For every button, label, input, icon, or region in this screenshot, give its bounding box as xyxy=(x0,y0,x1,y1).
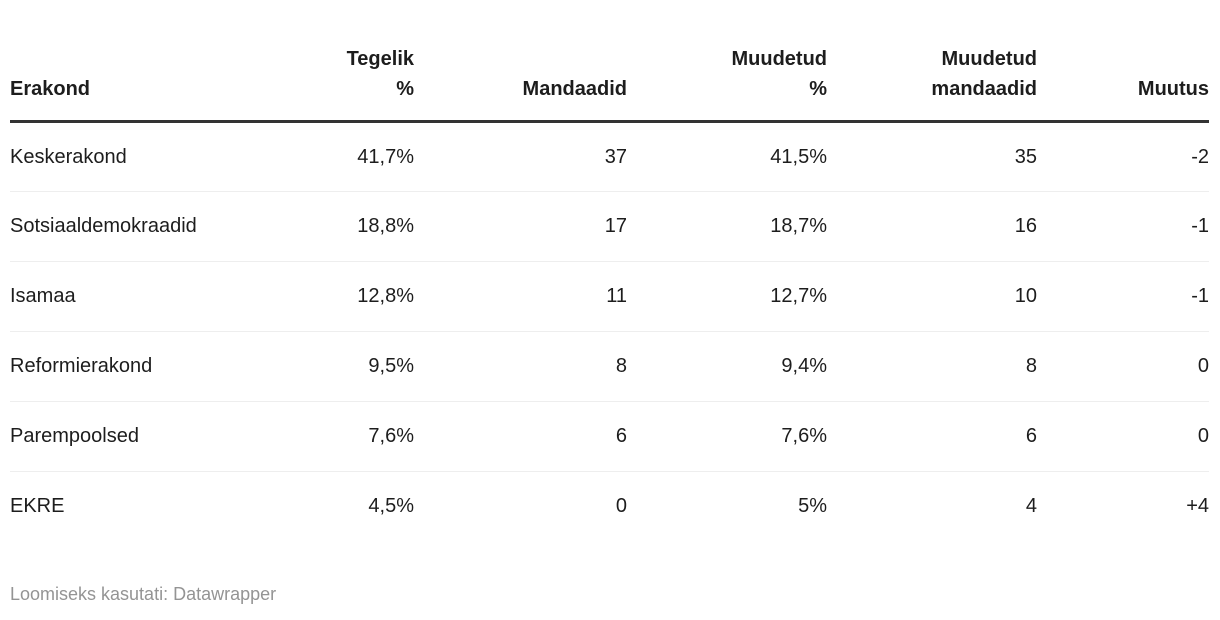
cell-mandates: 0 xyxy=(615,495,627,518)
column-header-mandaadid: Mandaadid xyxy=(522,78,627,100)
cell-changed-mandates: 8 xyxy=(1025,355,1037,377)
cell-party: Isamaa xyxy=(10,285,76,307)
cell-mandates: 6 xyxy=(615,425,627,447)
cell-change: -1 xyxy=(1191,285,1209,307)
attribution-text: Loomiseks kasutati: Datawrapper xyxy=(10,583,277,604)
table-row: Isamaa 12,8% 11 12,7% 10 -1 xyxy=(10,262,1209,332)
cell-party: Parempoolsed xyxy=(10,425,139,447)
cell-party: Sotsiaaldemokraadid xyxy=(10,215,197,237)
cell-changed-mandates: 16 xyxy=(1014,215,1037,237)
cell-actual-percent: 9,5% xyxy=(368,355,414,377)
cell-actual-percent: 7,6% xyxy=(368,425,414,447)
cell-changed-percent: 9,4% xyxy=(781,355,827,377)
cell-changed-mandates: 10 xyxy=(1014,285,1037,307)
cell-actual-percent: 18,8% xyxy=(357,215,414,237)
table-row: Reformierakond 9,5% 8 9,4% 8 0 xyxy=(10,332,1209,402)
cell-change: +4 xyxy=(1186,495,1209,518)
column-header-muudetud-mandaadid: Muudetud mandaadid xyxy=(931,48,1037,100)
cell-changed-percent: 12,7% xyxy=(770,285,827,307)
cell-mandates: 37 xyxy=(604,145,627,168)
cell-changed-percent: 5% xyxy=(798,495,827,518)
cell-change: -1 xyxy=(1191,215,1209,237)
table-body: Keskerakond 41,7% 37 41,5% 35 -2 Sotsiaa… xyxy=(10,122,1209,542)
cell-change: 0 xyxy=(1197,355,1209,377)
column-header-muutus: Muutus xyxy=(1137,78,1209,100)
cell-party: EKRE xyxy=(10,495,65,518)
table-header: Erakond Tegelik % Mandaadid Muudetud % M… xyxy=(10,44,1209,122)
cell-party: Reformierakond xyxy=(10,355,153,377)
table-row: EKRE 4,5% 0 5% 4 +4 xyxy=(10,472,1209,542)
cell-mandates: 8 xyxy=(615,355,627,377)
cell-mandates: 11 xyxy=(606,285,627,307)
table-row: Parempoolsed 7,6% 6 7,6% 6 0 xyxy=(10,402,1209,472)
party-results-table: Erakond Tegelik % Mandaadid Muudetud % M… xyxy=(10,44,1209,542)
cell-party: Keskerakond xyxy=(10,145,127,168)
cell-actual-percent: 4,5% xyxy=(368,495,414,518)
column-header-muudetud-percent: Muudetud % xyxy=(731,48,827,100)
cell-changed-percent: 18,7% xyxy=(770,215,827,237)
column-header-tegelik-percent: Tegelik % xyxy=(346,48,414,100)
cell-change: 0 xyxy=(1197,425,1209,447)
table-row: Sotsiaaldemokraadid 18,8% 17 18,7% 16 -1 xyxy=(10,192,1209,262)
cell-actual-percent: 12,8% xyxy=(357,285,414,307)
cell-changed-mandates: 6 xyxy=(1025,425,1037,447)
column-header-erakond: Erakond xyxy=(10,78,91,100)
cell-mandates: 17 xyxy=(604,215,627,237)
table-container: Erakond Tegelik % Mandaadid Muudetud % M… xyxy=(0,44,1220,542)
cell-changed-percent: 7,6% xyxy=(781,425,827,447)
cell-changed-percent: 41,5% xyxy=(770,145,827,168)
cell-actual-percent: 41,7% xyxy=(357,145,414,168)
cell-change: -2 xyxy=(1191,145,1209,168)
cell-changed-mandates: 35 xyxy=(1014,145,1037,168)
header-row: Erakond Tegelik % Mandaadid Muudetud % M… xyxy=(10,44,1209,122)
cell-changed-mandates: 4 xyxy=(1025,495,1037,518)
table-row: Keskerakond 41,7% 37 41,5% 35 -2 xyxy=(10,122,1209,192)
